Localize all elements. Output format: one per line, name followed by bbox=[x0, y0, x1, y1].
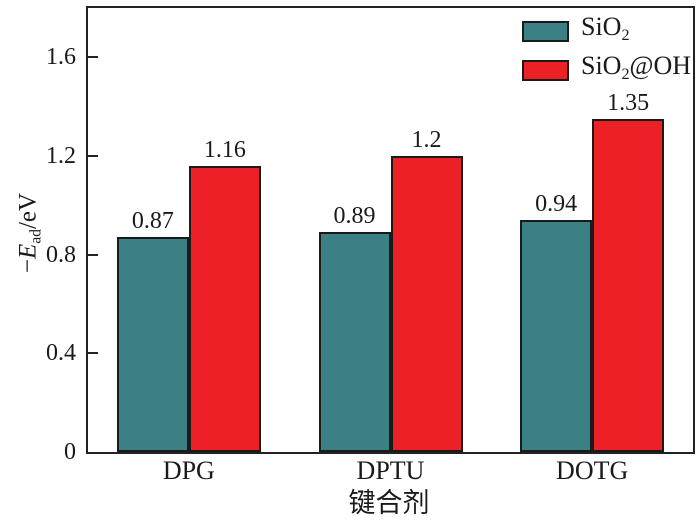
y-axis-title-suffix: /eV bbox=[14, 192, 42, 230]
legend-label-base: SiO bbox=[581, 50, 622, 80]
y-tick-mark bbox=[88, 253, 98, 256]
bar-SiO2-OH-DPTU bbox=[390, 156, 463, 452]
x-tick-label: DOTG bbox=[556, 456, 629, 485]
bar-value-label: 1.35 bbox=[607, 90, 650, 116]
plot-area: 0.87 1.16 0.89 1.2 0.94 1.35 SiO2 SiO2@OH bbox=[86, 6, 695, 454]
legend-item-SiO2-OH: SiO2@OH bbox=[522, 52, 691, 83]
legend-label: SiO2 bbox=[581, 11, 630, 49]
bar-value-label: 1.2 bbox=[411, 127, 442, 153]
bar-SiO2-DPG bbox=[116, 237, 189, 452]
x-tick-label: DPTU bbox=[356, 456, 425, 485]
legend-label-subscript: 2 bbox=[621, 26, 630, 44]
bar-value-label: 1.16 bbox=[203, 136, 246, 163]
bar-value-label: 0.89 bbox=[333, 203, 376, 230]
y-tick-label: 0.4 bbox=[46, 340, 76, 367]
x-axis-title: 键合剂 bbox=[348, 488, 430, 518]
legend-swatch bbox=[522, 20, 569, 42]
y-tick-mark bbox=[88, 56, 98, 59]
y-tick-label: 1.6 bbox=[46, 44, 76, 71]
bar-value-label: 0.87 bbox=[131, 208, 174, 235]
legend-label-base: SiO bbox=[581, 11, 622, 41]
legend: SiO2 SiO2@OH bbox=[522, 13, 691, 96]
legend-label-subscript: 2 bbox=[621, 65, 630, 83]
bar-SiO2-DOTG bbox=[520, 220, 593, 452]
y-tick-mark bbox=[88, 155, 98, 157]
legend-swatch bbox=[522, 59, 569, 81]
y-tick-mark bbox=[88, 352, 98, 355]
x-tick-label: DPG bbox=[162, 456, 215, 485]
y-tick-label: 1.2 bbox=[46, 143, 76, 169]
bar-SiO2-OH-DOTG bbox=[592, 119, 665, 452]
bar-SiO2-DPTU bbox=[318, 232, 391, 452]
legend-label: SiO2@OH bbox=[581, 50, 692, 88]
bar-SiO2-OH-DPG bbox=[188, 165, 261, 452]
y-tick-label: 0 bbox=[64, 439, 76, 465]
bar-value-label: 0.94 bbox=[535, 191, 578, 218]
legend-label-suffix: @OH bbox=[629, 50, 692, 80]
y-tick-label: 0.8 bbox=[46, 241, 76, 268]
legend-item-SiO2: SiO2 bbox=[522, 13, 691, 44]
